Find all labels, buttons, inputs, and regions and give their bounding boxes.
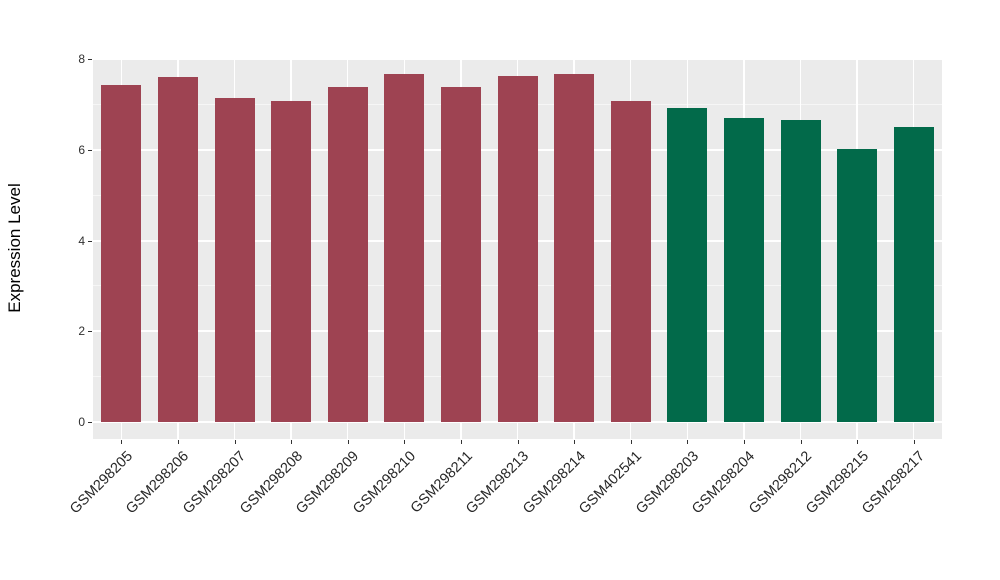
- y-tick-label: 8: [78, 52, 85, 66]
- bar-GSM298214: [554, 74, 595, 422]
- x-tick-mark: [291, 440, 293, 444]
- x-tick-mark: [800, 440, 802, 444]
- bar-GSM298210: [384, 74, 425, 422]
- x-tick-mark: [687, 440, 689, 444]
- y-tick-mark: [88, 59, 92, 60]
- x-tick-mark: [913, 440, 915, 444]
- x-tick-mark: [234, 440, 236, 444]
- y-axis-title: Expression Level: [5, 183, 24, 313]
- x-tick-mark: [460, 440, 462, 444]
- x-tick-mark: [743, 440, 745, 444]
- x-tick-mark: [404, 440, 406, 444]
- plot-panel: [93, 58, 942, 439]
- x-tick-mark: [121, 440, 123, 444]
- y-tick-label: 4: [78, 233, 85, 248]
- bar-GSM298206: [157, 77, 198, 422]
- bar-GSM298207: [214, 98, 255, 422]
- y-tick-mark: [88, 240, 92, 242]
- x-tick-mark: [347, 440, 349, 444]
- x-tick-mark: [857, 440, 859, 444]
- bar-GSM298204: [723, 117, 764, 422]
- bar-GSM402541: [610, 100, 651, 422]
- bar-GSM298208: [271, 101, 312, 422]
- bar-GSM298205: [101, 85, 142, 422]
- y-tick-label: 6: [78, 142, 85, 157]
- x-tick-mark: [177, 440, 179, 444]
- y-tick-mark: [88, 331, 92, 333]
- y-tick-mark: [88, 149, 92, 151]
- x-tick-mark: [630, 440, 632, 444]
- bar-GSM298211: [440, 86, 481, 422]
- bar-GSM298215: [837, 149, 878, 422]
- y-tick-label: 2: [78, 324, 85, 339]
- bar-GSM298217: [893, 127, 934, 422]
- bar-GSM298213: [497, 76, 538, 422]
- x-tick-mark: [574, 440, 576, 444]
- bar-GSM298212: [780, 120, 821, 422]
- y-tick-label: 0: [78, 415, 85, 429]
- bar-GSM298203: [667, 108, 708, 422]
- y-tick-mark: [88, 422, 92, 423]
- bar-GSM298209: [327, 86, 368, 422]
- x-tick-mark: [517, 440, 519, 444]
